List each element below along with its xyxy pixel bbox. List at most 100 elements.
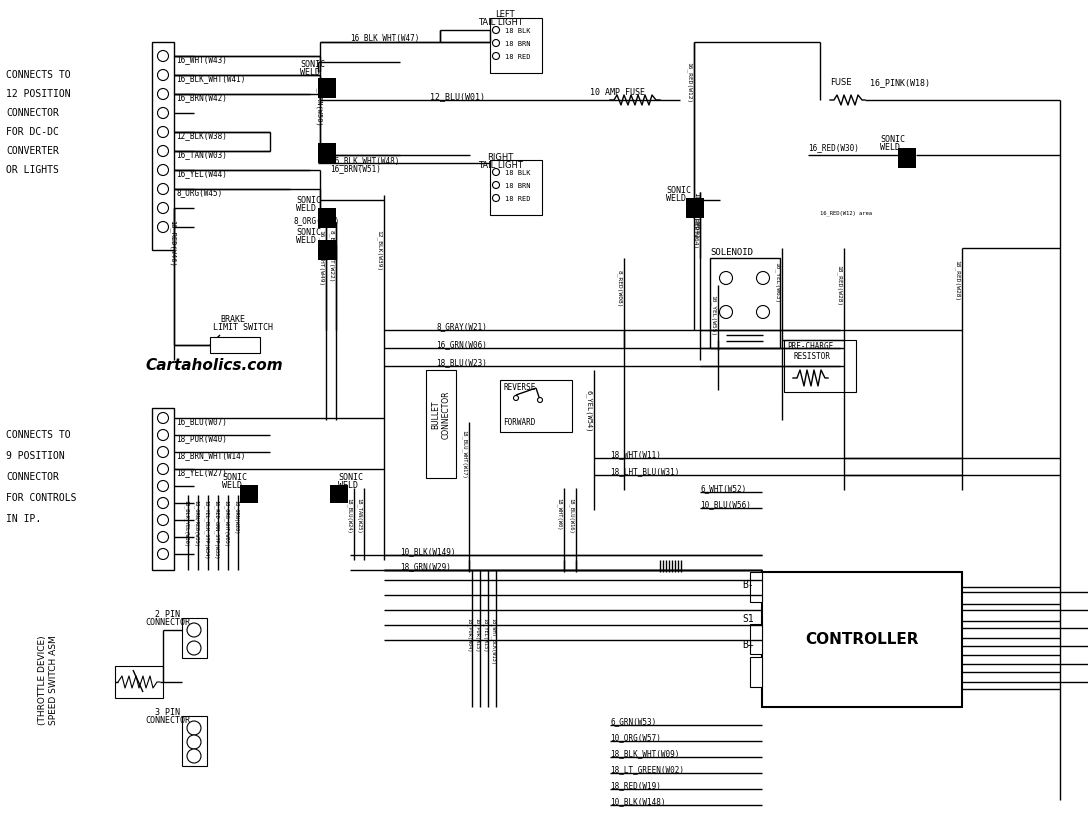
Text: 10 AMP FUSE: 10 AMP FUSE	[590, 88, 645, 97]
Text: RESISTOR: RESISTOR	[793, 352, 830, 361]
Text: 18_PUR(W04): 18_PUR(W04)	[467, 618, 472, 652]
Circle shape	[158, 430, 169, 440]
Circle shape	[158, 89, 169, 99]
Circle shape	[493, 27, 499, 33]
Text: 9 POSITION: 9 POSITION	[7, 451, 65, 461]
Text: S1: S1	[742, 614, 754, 624]
Text: 18 RED: 18 RED	[505, 54, 531, 60]
Bar	[710, 258, 780, 348]
Text: 18 BRN: 18 BRN	[505, 183, 531, 189]
Text: 18_YEL(W27): 18_YEL(W27)	[176, 468, 227, 477]
Text: CONVERTER: CONVERTER	[7, 146, 59, 156]
Text: WELD: WELD	[666, 194, 687, 203]
Circle shape	[187, 623, 201, 637]
Bar	[152, 408, 174, 570]
Text: 10_PUR(W15): 10_PUR(W15)	[474, 618, 480, 652]
Text: 18_BLU(W16): 18_BLU(W16)	[568, 498, 574, 534]
Text: 10_YEL(W55): 10_YEL(W55)	[710, 295, 716, 337]
Text: 18_ORG_WHT(W05): 18_ORG_WHT(W05)	[223, 500, 228, 547]
Circle shape	[719, 306, 732, 319]
Text: 16_WHT(W43): 16_WHT(W43)	[176, 55, 227, 64]
Text: 18_BLU(W24): 18_BLU(W24)	[346, 498, 353, 534]
Text: 18_WHT(W0): 18_WHT(W0)	[556, 498, 562, 531]
Text: SONIC: SONIC	[338, 473, 363, 482]
Bar	[750, 572, 762, 602]
Bar	[330, 485, 348, 503]
Text: B+: B+	[742, 640, 754, 650]
Circle shape	[158, 108, 169, 118]
Text: WELD: WELD	[296, 236, 316, 245]
Text: CONNECTOR: CONNECTOR	[145, 618, 190, 627]
Text: 16_RED(W30): 16_RED(W30)	[808, 143, 858, 152]
Circle shape	[158, 464, 169, 474]
Text: SONIC: SONIC	[666, 186, 691, 195]
Text: 16_BRN(W42): 16_BRN(W42)	[176, 93, 227, 102]
Circle shape	[158, 69, 169, 81]
Text: 12_BLU(W01): 12_BLU(W01)	[430, 92, 485, 101]
Circle shape	[493, 195, 499, 201]
Text: BRAKE: BRAKE	[220, 315, 245, 324]
Text: 18_YEL_BLK_STP(W34): 18_YEL_BLK_STP(W34)	[203, 500, 209, 559]
Text: SONIC: SONIC	[296, 228, 321, 237]
Text: 16_GRN(W06): 16_GRN(W06)	[436, 340, 486, 349]
Text: CONTROLLER: CONTROLLER	[805, 632, 918, 647]
Text: TAIL LIGHT: TAIL LIGHT	[478, 161, 522, 170]
Bar	[318, 78, 336, 98]
Text: CONNECTOR: CONNECTOR	[7, 472, 59, 482]
Text: 12_BLK(W39): 12_BLK(W39)	[376, 230, 382, 271]
Text: SONIC: SONIC	[300, 60, 325, 69]
Text: FOR CONTROLS: FOR CONTROLS	[7, 493, 76, 503]
Circle shape	[187, 721, 201, 735]
Text: 10_BLU(W56): 10_BLU(W56)	[700, 500, 751, 509]
Circle shape	[493, 169, 499, 175]
Text: 18 BRN: 18 BRN	[505, 41, 531, 47]
Text: 18_WHT(W11): 18_WHT(W11)	[610, 450, 660, 459]
Bar	[784, 340, 856, 392]
Text: 3 PIN: 3 PIN	[154, 708, 180, 717]
Text: CONNECTS TO: CONNECTS TO	[7, 430, 71, 440]
Text: OR LIGHTS: OR LIGHTS	[7, 165, 59, 175]
Bar	[762, 572, 962, 707]
Text: 18_TAN(W25): 18_TAN(W25)	[357, 498, 362, 534]
Text: 18_LT_GREEN(W02): 18_LT_GREEN(W02)	[610, 765, 684, 774]
Text: 16_RED_GRN_STP(W33): 16_RED_GRN_STP(W33)	[213, 500, 219, 559]
Text: 16_BLK_WHT(W41): 16_BLK_WHT(W41)	[176, 74, 246, 83]
Text: 18_BLK_WHT(W09): 18_BLK_WHT(W09)	[610, 749, 679, 758]
Text: 8_BLU_WHT(W22): 8_BLU_WHT(W22)	[329, 230, 334, 283]
Text: 18_BLK_YEL(W36): 18_BLK_YEL(W36)	[184, 500, 189, 547]
Bar	[115, 666, 163, 698]
Text: 16_BLK_WHT(W48): 16_BLK_WHT(W48)	[330, 156, 399, 165]
Circle shape	[158, 497, 169, 509]
Bar	[318, 143, 336, 163]
Text: 8_ORG(W45): 8_ORG(W45)	[293, 216, 339, 225]
Circle shape	[493, 52, 499, 59]
Text: 16_BLK_WHT(W49): 16_BLK_WHT(W49)	[319, 230, 324, 286]
Text: 16_BLU(W07): 16_BLU(W07)	[176, 417, 227, 426]
Text: CONNECTOR: CONNECTOR	[7, 108, 59, 118]
Circle shape	[187, 641, 201, 655]
Circle shape	[514, 395, 519, 400]
Circle shape	[537, 398, 543, 403]
Circle shape	[719, 271, 732, 284]
Text: FUSE: FUSE	[830, 78, 852, 87]
Circle shape	[756, 306, 769, 319]
Text: SONIC: SONIC	[296, 196, 321, 205]
Text: 18_WHT_BLK(W13): 18_WHT_BLK(W13)	[491, 618, 496, 665]
Text: 18_BLU_WHT(W17): 18_BLU_WHT(W17)	[461, 430, 467, 478]
Text: WELD: WELD	[222, 481, 242, 490]
Text: SONIC: SONIC	[880, 135, 905, 144]
Bar	[182, 618, 207, 658]
Text: 16_BRN(W50): 16_BRN(W50)	[316, 80, 322, 127]
Bar	[210, 337, 260, 353]
Circle shape	[158, 183, 169, 195]
Circle shape	[158, 531, 169, 543]
Text: BULLET
CONNECTOR: BULLET CONNECTOR	[431, 390, 450, 439]
Circle shape	[493, 39, 499, 46]
Circle shape	[158, 165, 169, 175]
Bar	[318, 240, 336, 260]
Text: 12 POSITION: 12 POSITION	[7, 89, 71, 99]
Text: 10_RED(W64): 10_RED(W64)	[692, 208, 698, 249]
Text: 18 BLK: 18 BLK	[505, 170, 531, 176]
Circle shape	[158, 412, 169, 424]
Text: 8_RED(W08): 8_RED(W08)	[617, 270, 622, 307]
